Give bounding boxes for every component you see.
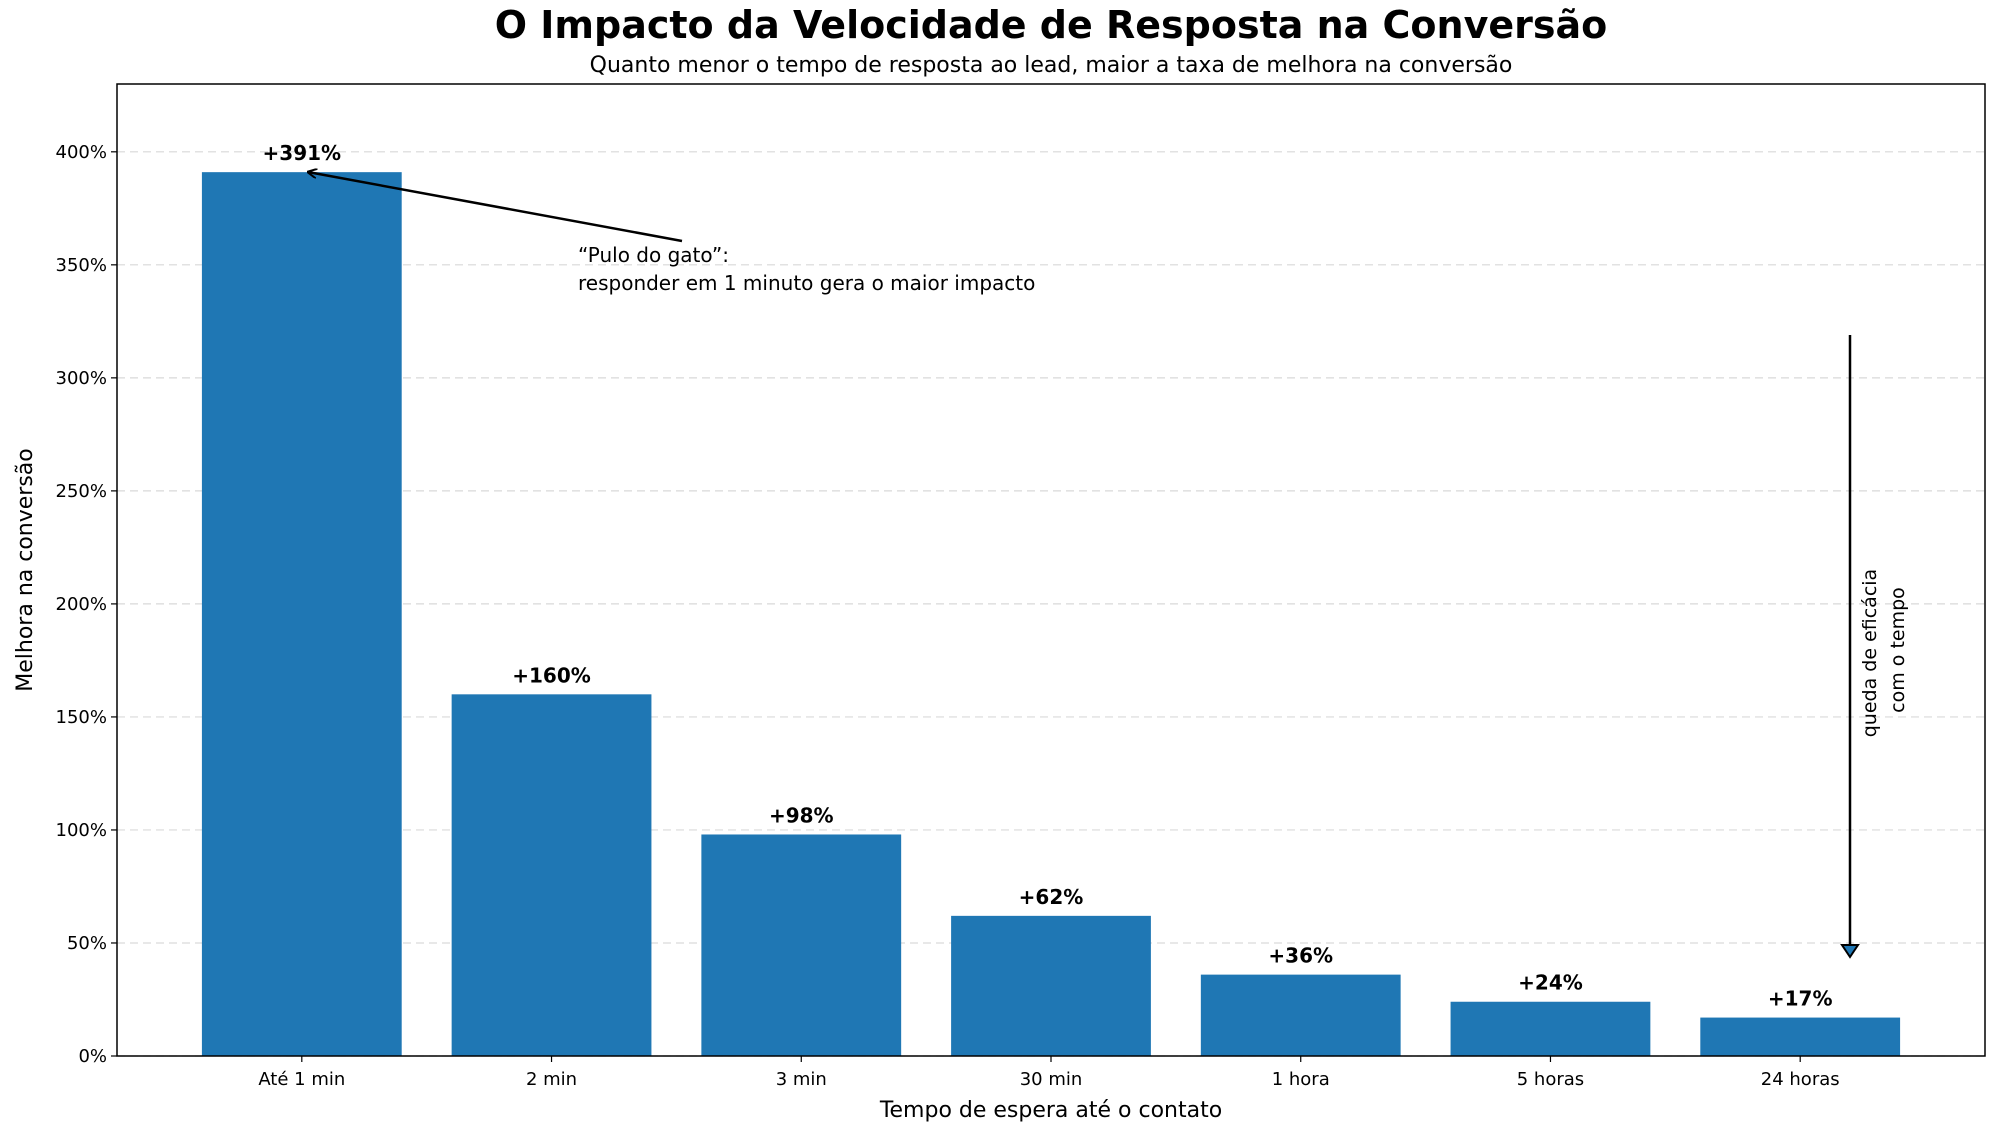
x-axis-ticks: Até 1 min 2 min 3 min 30 min 1 hora 5 horas 24… [258,1056,1840,1090]
annotation-decline-line-1: queda de eficácia [1859,569,1881,737]
bar-4 [1200,974,1401,1056]
data-label: +160% [512,663,591,687]
data-label: +17% [1768,987,1833,1011]
annotation-arrow-pulo-do-gato [308,172,683,243]
data-label: +36% [1268,944,1333,968]
y-tick-label: 100% [56,820,107,841]
annotation-decline: queda de eficácia com o tempo [1859,563,1909,738]
x-tick-label: Até 1 min [258,1069,345,1090]
data-label: +391% [263,141,342,165]
chart-title: O Impacto da Velocidade de Resposta na C… [495,3,1607,47]
y-axis-label: Melhora na conversão [13,448,38,691]
bar-6 [1700,1017,1901,1056]
bar-3 [951,915,1151,1056]
annotation-pulo-do-gato: “Pulo do gato”: responder em 1 minuto ge… [578,243,1035,295]
y-tick-label: 50% [67,933,107,954]
bar-1 [451,694,652,1056]
data-labels: +391% +160% +98% +62% +36% +24% +17% [263,141,1833,1010]
bar-0 [201,172,402,1056]
x-axis-label: Tempo de espera até o contato [879,1098,1222,1123]
x-tick-label: 24 horas [1761,1069,1840,1090]
data-label: +24% [1518,971,1583,995]
x-tick-label: 3 min [776,1069,827,1090]
y-tick-label: 250% [56,481,107,502]
y-tick-label: 400% [56,142,107,163]
x-tick-label: 1 hora [1272,1069,1330,1090]
bar-2 [701,834,902,1056]
y-tick-label: 200% [56,594,107,615]
bars [201,172,1901,1056]
plot-frame [116,83,1986,1057]
y-axis-ticks: 0% 50% 100% 150% 200% 250% 300% 350% 400% [56,142,117,1067]
x-tick-label: 30 min [1020,1069,1083,1090]
data-label: +62% [1019,885,1084,909]
y-tick-label: 0% [78,1046,107,1067]
annotation-line-2: responder em 1 minuto gera o maior impac… [578,271,1035,295]
chart-subtitle: Quanto menor o tempo de resposta ao lead… [590,53,1513,78]
bar-5 [1450,1001,1651,1056]
y-tick-label: 350% [56,255,107,276]
arrowhead-down-icon [1840,944,1860,959]
y-tick-label: 150% [56,707,107,728]
y-tick-label: 300% [56,368,107,389]
annotation-decline-line-2: com o tempo [1887,587,1909,713]
annotation-line-1: “Pulo do gato”: [578,243,729,267]
x-tick-label: 2 min [526,1069,577,1090]
x-tick-label: 5 horas [1517,1069,1584,1090]
data-label: +98% [769,803,834,827]
